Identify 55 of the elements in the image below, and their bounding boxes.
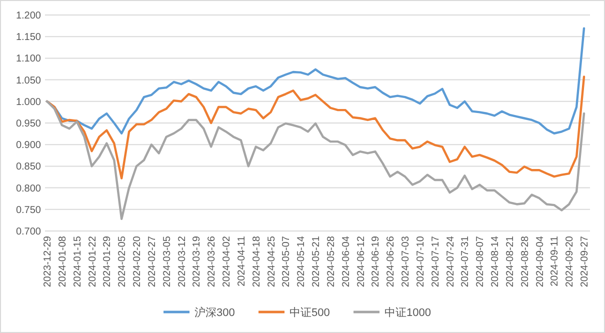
x-tick-label: 2024-06-04 bbox=[340, 236, 352, 288]
x-tick-label: 2024-02-20 bbox=[132, 236, 143, 288]
x-tick-label: 2024-06-19 bbox=[370, 236, 382, 288]
legend-item: 中证1000 bbox=[354, 307, 431, 319]
x-tick-label: 2024-09-04 bbox=[534, 236, 546, 288]
x-tick-label: 2024-04-02 bbox=[222, 236, 232, 288]
y-tick-label: 0.750 bbox=[16, 204, 42, 216]
x-tick-label: 2024-07-10 bbox=[415, 236, 426, 288]
y-tick-label: 0.900 bbox=[16, 140, 42, 152]
x-tick-label: 2024-01-29 bbox=[102, 236, 114, 288]
x-tick-label: 2024-08-14 bbox=[490, 236, 501, 288]
x-tick-label: 2024-08-21 bbox=[504, 236, 516, 288]
x-tick-label: 2024-08-28 bbox=[520, 236, 531, 288]
y-tick-label: 1.000 bbox=[16, 96, 42, 108]
legend-item: 沪深300 bbox=[164, 307, 235, 319]
legend-item: 中证500 bbox=[258, 307, 330, 319]
x-tick-label: 2024-03-26 bbox=[206, 236, 218, 288]
x-tick-label: 2024-07-24 bbox=[445, 236, 456, 288]
line-series bbox=[46, 100, 586, 220]
x-tick-label: 2024-09-27 bbox=[580, 236, 590, 288]
x-tick-label: 2024-01-15 bbox=[72, 236, 84, 288]
legend-label: 中证1000 bbox=[384, 306, 431, 319]
x-tick-label: 2024-01-08 bbox=[57, 236, 68, 288]
y-tick-label: 0.800 bbox=[16, 183, 42, 194]
x-tick-label: 2024-09-20 bbox=[564, 236, 576, 288]
x-tick-label: 2024-07-31 bbox=[460, 236, 472, 288]
legend-label: 沪深300 bbox=[194, 306, 235, 319]
x-tick-label: 2024-05-14 bbox=[296, 236, 308, 288]
x-tick-label: 2024-06-12 bbox=[356, 236, 367, 288]
x-tick-label: 2024-04-11 bbox=[236, 236, 248, 286]
y-tick-label: 0.950 bbox=[16, 118, 42, 130]
x-tick-label: 2024-07-03 bbox=[400, 236, 412, 288]
x-tick-label: 2024-05-07 bbox=[281, 236, 292, 288]
x-tick-label: 2024-02-05 bbox=[117, 236, 128, 288]
x-tick-label: 2024-03-05 bbox=[162, 236, 173, 288]
x-tick-label: 2024-04-25 bbox=[266, 236, 278, 288]
y-tick-label: 1.050 bbox=[16, 75, 42, 86]
x-tick-label: 2024-03-19 bbox=[192, 236, 203, 288]
x-tick-label: 2024-05-21 bbox=[311, 236, 322, 288]
y-tick-label: 0.700 bbox=[16, 226, 42, 238]
x-tick-label: 2023-12-29 bbox=[42, 236, 54, 288]
y-tick-label: 1.150 bbox=[16, 32, 42, 44]
x-tick-label: 2024-04-18 bbox=[251, 236, 262, 288]
x-tick-label: 2024-07-17 bbox=[430, 236, 442, 288]
x-tick-label: 2024-03-12 bbox=[176, 236, 188, 288]
x-tick-label: 2024-09-11 bbox=[550, 236, 561, 286]
legend-label: 中证500 bbox=[290, 306, 330, 319]
x-tick-label: 2024-05-28 bbox=[326, 236, 337, 288]
y-tick-label: 0.850 bbox=[16, 162, 42, 173]
y-tick-label: 1.200 bbox=[16, 10, 42, 22]
x-tick-label: 2024-08-07 bbox=[475, 236, 486, 288]
x-tick-label: 2024-06-26 bbox=[386, 236, 397, 288]
x-tick-label: 2024-01-22 bbox=[87, 236, 98, 288]
x-tick-label: 2024-02-27 bbox=[146, 236, 158, 288]
y-tick-label: 1.100 bbox=[16, 54, 42, 65]
